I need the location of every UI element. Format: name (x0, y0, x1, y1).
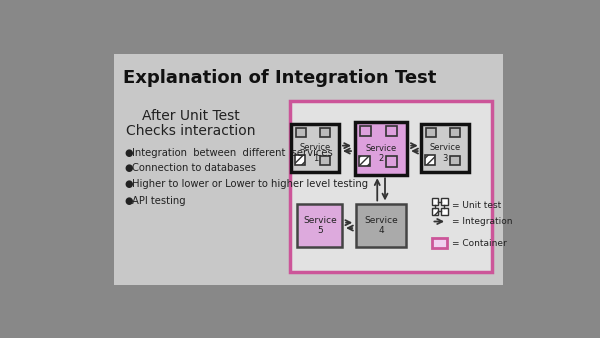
Bar (356, 204, 406, 246)
Text: Connection to databases: Connection to databases (131, 163, 256, 173)
Bar (426, 128, 436, 137)
Text: Integration  between  different  services: Integration between different services (131, 148, 332, 158)
Bar (425, 155, 436, 165)
Bar (359, 156, 370, 166)
Bar (441, 208, 448, 215)
Text: API testing: API testing (131, 196, 185, 206)
Bar (441, 198, 448, 206)
Bar (386, 156, 397, 167)
Text: ●: ● (125, 163, 133, 173)
Text: Checks interaction: Checks interaction (127, 124, 256, 139)
Bar (431, 198, 439, 206)
Text: ●: ● (125, 179, 133, 189)
Bar (431, 208, 439, 215)
Bar (298, 204, 343, 246)
Text: ●: ● (125, 196, 133, 206)
Text: = Unit test: = Unit test (452, 201, 501, 210)
Bar (421, 124, 469, 172)
Bar (320, 128, 329, 137)
Text: = Integration: = Integration (452, 217, 512, 226)
Bar (291, 124, 339, 172)
Bar (295, 155, 305, 165)
Bar (114, 54, 503, 285)
Text: Service
5: Service 5 (303, 216, 337, 235)
Bar (290, 101, 492, 271)
Bar (360, 126, 371, 136)
Bar (386, 126, 397, 136)
Text: Service
3: Service 3 (430, 143, 461, 163)
Bar (450, 128, 460, 137)
Text: After Unit Test: After Unit Test (142, 109, 240, 123)
Bar (450, 155, 460, 165)
Text: Service
2: Service 2 (365, 144, 397, 163)
Bar (320, 155, 329, 165)
Text: Service
4: Service 4 (364, 216, 398, 235)
Bar (355, 122, 407, 174)
Bar (431, 238, 447, 248)
Text: Higher to lower or Lower to higher level testing: Higher to lower or Lower to higher level… (131, 179, 368, 189)
Text: Explanation of Integration Test: Explanation of Integration Test (123, 69, 436, 87)
Text: ●: ● (125, 148, 133, 158)
Text: = Container: = Container (452, 239, 506, 248)
Bar (296, 128, 305, 137)
Text: Service
1: Service 1 (299, 143, 331, 163)
